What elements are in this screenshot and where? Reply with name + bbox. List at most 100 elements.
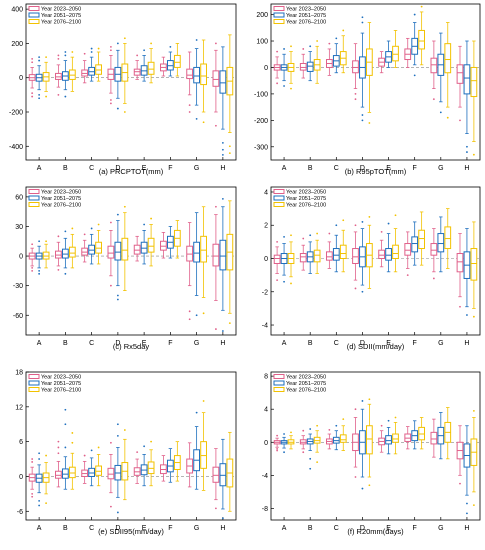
- x-tick-label: A: [282, 165, 287, 172]
- outlier-point: [64, 272, 67, 275]
- outlier-point: [71, 441, 74, 444]
- outlier-point: [116, 294, 119, 297]
- box-C-series-3: [95, 47, 102, 82]
- box-iqr: [273, 254, 281, 264]
- outlier-point: [45, 454, 47, 457]
- legend-swatch: [28, 202, 40, 207]
- box-iqr: [68, 466, 76, 479]
- outlier-point: [354, 287, 357, 290]
- x-tick-label: H: [464, 525, 469, 532]
- box-F-series-1: [160, 455, 167, 482]
- box-iqr: [299, 62, 307, 71]
- outlier-point: [472, 409, 475, 412]
- box-F-series-3: [418, 417, 426, 450]
- outlier-point: [439, 111, 442, 114]
- box-H-series-1: [212, 42, 220, 127]
- outlier-point: [169, 45, 172, 48]
- x-tick-label: H: [220, 525, 225, 532]
- outlier-point: [116, 298, 119, 301]
- outlier-point: [316, 232, 319, 235]
- box-iqr: [418, 29, 426, 50]
- legend-label: Year 2051–2075: [286, 381, 326, 387]
- y-tick-label: 18: [15, 370, 23, 377]
- outlier-point: [354, 98, 357, 101]
- outlier-point: [31, 492, 34, 495]
- y-tick-label: 6: [19, 439, 23, 446]
- x-tick-label: E: [386, 165, 391, 172]
- box-D-series-2: [114, 213, 122, 301]
- outlier-point: [446, 116, 449, 119]
- x-tick-label: F: [413, 165, 417, 172]
- box-iqr: [392, 433, 399, 443]
- outlier-point: [31, 92, 34, 95]
- box-A-series-1: [273, 434, 281, 452]
- box-E-series-3: [147, 217, 155, 267]
- box-iqr: [219, 70, 227, 94]
- box-D-series-2: [114, 423, 122, 514]
- legend-label: Year 2023–2050: [41, 190, 81, 196]
- box-iqr: [121, 237, 129, 261]
- outlier-point: [290, 234, 292, 237]
- box-iqr: [147, 461, 155, 475]
- y-tick-label: 30: [15, 224, 23, 231]
- box-D-series-1: [107, 441, 115, 508]
- panel-1: -300 -200 -100 0 100 200 A B C D E F G H Year 2023–205…: [254, 3, 481, 176]
- outlier-point: [459, 482, 461, 485]
- outlier-point: [335, 424, 338, 427]
- outlier-point: [466, 314, 468, 316]
- legend-swatch: [273, 12, 285, 18]
- legend-label: Year 2023–2050: [41, 7, 81, 13]
- x-tick-label: G: [194, 340, 199, 347]
- box-H-series-2: [219, 438, 227, 520]
- box-G-series-1: [430, 228, 438, 280]
- y-tick-label: -200: [254, 118, 268, 125]
- box-G-series-2: [193, 39, 201, 120]
- x-tick-label: G: [438, 165, 443, 172]
- outlier-point: [221, 141, 224, 144]
- y-tick-label: -8: [262, 506, 268, 513]
- x-tick-label: H: [220, 165, 225, 172]
- box-E-series-2: [385, 419, 392, 455]
- box-B-series-2: [61, 230, 69, 275]
- box-H-series-2: [219, 46, 227, 156]
- outlier-point: [110, 99, 112, 101]
- box-F-series-1: [160, 231, 167, 259]
- outlier-point: [309, 45, 312, 48]
- box-F-series-1: [404, 426, 412, 450]
- panel-caption: (c) Rx5day: [113, 342, 150, 351]
- box-F-series-1: [404, 37, 412, 68]
- outlier-point: [354, 476, 357, 478]
- x-tick-label: B: [63, 340, 68, 347]
- outlier-point: [83, 233, 86, 236]
- box-C-series-3: [339, 219, 347, 273]
- box-A-series-3: [42, 454, 50, 505]
- panel-caption: (d) SDII(mm/day): [347, 342, 405, 351]
- box-iqr: [392, 244, 399, 260]
- outlier-point: [110, 102, 112, 105]
- box-H-series-1: [212, 205, 220, 330]
- outlier-point: [361, 221, 364, 223]
- box-C-series-2: [88, 227, 96, 265]
- outlier-point: [276, 50, 279, 53]
- outlier-point: [64, 408, 67, 411]
- box-E-series-1: [133, 54, 141, 80]
- outlier-point: [472, 315, 475, 318]
- outlier-point: [335, 224, 338, 227]
- outlier-point: [361, 16, 364, 19]
- y-tick-label: -200: [9, 110, 23, 117]
- box-iqr: [107, 245, 115, 259]
- box-iqr: [325, 251, 333, 261]
- y-tick-label: 400: [11, 7, 23, 14]
- box-iqr: [55, 470, 62, 479]
- y-tick-label: -100: [254, 91, 268, 98]
- y-tick-label: 0: [264, 256, 268, 263]
- outlier-point: [342, 29, 345, 32]
- outlier-point: [283, 48, 285, 50]
- box-C-series-1: [81, 52, 89, 84]
- legend-swatch: [273, 189, 285, 194]
- outlier-point: [97, 47, 100, 50]
- x-tick-label: H: [464, 340, 469, 347]
- box-G-series-3: [200, 400, 207, 491]
